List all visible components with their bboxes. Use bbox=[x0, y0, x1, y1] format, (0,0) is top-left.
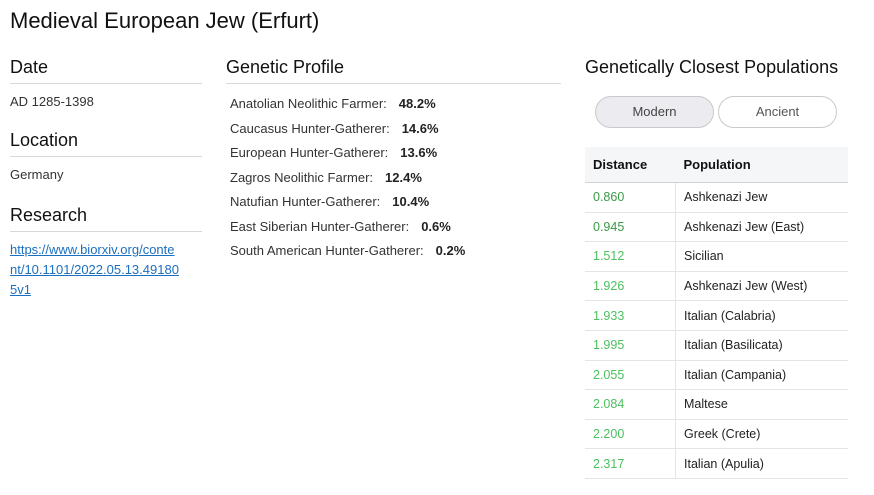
page-title: Medieval European Jew (Erfurt) bbox=[10, 8, 320, 33]
research-link-line: 5v1 bbox=[10, 282, 31, 297]
distance-column-header[interactable]: Distance bbox=[585, 147, 676, 183]
table-row[interactable]: 1.995 Italian (Basilicata) bbox=[585, 330, 848, 361]
distance-cell: 0.860 bbox=[585, 182, 676, 213]
population-cell: Italian (Apulia) bbox=[675, 448, 848, 479]
profile-item: Zagros Neolithic Farmer: 12.4% bbox=[230, 166, 561, 191]
distance-cell: 1.926 bbox=[585, 271, 676, 302]
distance-cell: 1.995 bbox=[585, 330, 676, 361]
distance-cell: 2.200 bbox=[585, 419, 676, 450]
table-body: 0.860 Ashkenazi Jew 0.945 Ashkenazi Jew (Ea… bbox=[585, 182, 848, 479]
population-cell: Ashkenazi Jew (East) bbox=[675, 212, 848, 243]
distance-cell: 0.945 bbox=[585, 212, 676, 243]
profile-name: European Hunter-Gatherer: bbox=[230, 145, 389, 160]
genetic-profile-heading: Genetic Profile bbox=[226, 57, 561, 84]
profile-name: Anatolian Neolithic Farmer: bbox=[230, 96, 387, 111]
profile-name: Natufian Hunter-Gatherer: bbox=[230, 194, 381, 209]
closest-populations-table: Distance Population 0.860 Ashkenazi Jew 0.… bbox=[585, 147, 848, 479]
table-row[interactable]: 1.926 Ashkenazi Jew (West) bbox=[585, 271, 848, 302]
research-link-line: https://www.biorxiv.org/conte bbox=[10, 242, 175, 257]
population-cell: Ashkenazi Jew bbox=[675, 182, 848, 213]
table-row[interactable]: 2.200 Greek (Crete) bbox=[585, 419, 848, 450]
profile-percent: 14.6% bbox=[401, 120, 439, 136]
distance-cell: 2.317 bbox=[585, 448, 676, 479]
profile-percent: 0.2% bbox=[435, 243, 466, 258]
table-row[interactable]: 2.084 Maltese bbox=[585, 389, 848, 420]
profile-item: Natufian Hunter-Gatherer: 10.4% bbox=[230, 190, 561, 215]
population-cell: Greek (Crete) bbox=[675, 419, 848, 450]
distance-cell: 1.512 bbox=[585, 241, 676, 272]
distance-cell: 2.055 bbox=[585, 360, 676, 391]
population-cell: Ashkenazi Jew (West) bbox=[675, 271, 848, 302]
profile-name: Caucasus Hunter-Gatherer: bbox=[230, 120, 390, 136]
date-heading: Date bbox=[10, 57, 202, 84]
research-heading: Research bbox=[10, 205, 202, 232]
genetic-profile-list: Anatolian Neolithic Farmer: 48.2% Caucasu… bbox=[226, 92, 561, 264]
profile-item: Anatolian Neolithic Farmer: 48.2% bbox=[230, 92, 561, 117]
profile-percent: 12.4% bbox=[385, 169, 422, 185]
table-row[interactable]: 0.945 Ashkenazi Jew (East) bbox=[585, 212, 848, 243]
profile-percent: 48.2% bbox=[398, 96, 436, 111]
distance-cell: 1.933 bbox=[585, 300, 676, 331]
closest-populations-column: Genetically Closest Populations Modern A… bbox=[585, 57, 848, 479]
profile-percent: 0.6% bbox=[421, 218, 451, 234]
profile-percent: 10.4% bbox=[392, 194, 430, 209]
profile-item: Caucasus Hunter-Gatherer: 14.6% bbox=[230, 117, 561, 142]
population-cell: Italian (Calabria) bbox=[675, 300, 848, 331]
modern-ancient-toggle: Modern Ancient bbox=[585, 96, 848, 128]
profile-item: European Hunter-Gatherer: 13.6% bbox=[230, 141, 561, 166]
tab-ancient[interactable]: Ancient bbox=[718, 96, 837, 128]
profile-name: East Siberian Hunter-Gatherer: bbox=[230, 218, 410, 234]
population-cell: Maltese bbox=[675, 389, 848, 420]
profile-name: Zagros Neolithic Farmer: bbox=[230, 169, 374, 185]
location-heading: Location bbox=[10, 130, 202, 157]
population-cell: Italian (Basilicata) bbox=[675, 330, 848, 361]
population-cell: Sicilian bbox=[675, 241, 848, 272]
population-column-header[interactable]: Population bbox=[675, 147, 848, 183]
tab-modern[interactable]: Modern bbox=[595, 96, 714, 128]
table-row[interactable]: 1.512 Sicilian bbox=[585, 241, 848, 272]
distance-cell: 2.084 bbox=[585, 389, 676, 420]
profile-name: South American Hunter-Gatherer: bbox=[230, 243, 424, 258]
date-value: AD 1285-1398 bbox=[10, 94, 94, 109]
closest-populations-heading: Genetically Closest Populations bbox=[585, 57, 839, 77]
genetic-profile-column: Genetic Profile Anatolian Neolithic Farm… bbox=[226, 57, 561, 264]
table-row[interactable]: 1.933 Italian (Calabria) bbox=[585, 300, 848, 331]
profile-item: East Siberian Hunter-Gatherer: 0.6% bbox=[230, 215, 561, 240]
research-link-line: nt/10.1101/2022.05.13.49180 bbox=[10, 262, 179, 277]
sample-info-column: Date AD 1285-1398 Location Germany Resea… bbox=[10, 57, 202, 300]
research-link[interactable]: https://www.biorxiv.org/conte nt/10.1101… bbox=[10, 240, 202, 300]
location-value: Germany bbox=[10, 167, 64, 182]
table-row[interactable]: 2.055 Italian (Campania) bbox=[585, 360, 848, 391]
profile-percent: 13.6% bbox=[400, 145, 438, 160]
population-cell: Italian (Campania) bbox=[675, 360, 848, 391]
table-row[interactable]: 0.860 Ashkenazi Jew bbox=[585, 182, 848, 213]
profile-item: South American Hunter-Gatherer: 0.2% bbox=[230, 239, 561, 264]
table-header-row: Distance Population bbox=[585, 147, 848, 183]
table-row[interactable]: 2.317 Italian (Apulia) bbox=[585, 448, 848, 479]
